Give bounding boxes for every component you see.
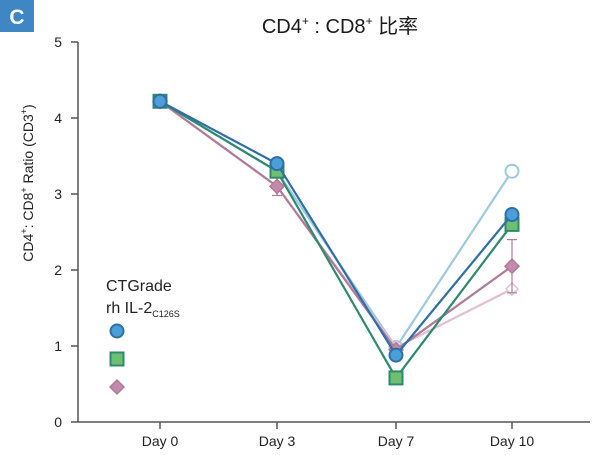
data-point-diamond	[268, 178, 286, 195]
panel-label: C	[9, 6, 24, 29]
title-part: CD4	[262, 16, 302, 38]
x-tick-label: Day 0	[142, 433, 179, 449]
y-axis-label: CD4+: CD8+ Ratio (CD3+)	[19, 104, 36, 261]
x-tick-label: Day 10	[490, 433, 535, 449]
y-tick-label: 3	[54, 186, 62, 202]
series-line	[159, 100, 513, 380]
series-3	[152, 93, 520, 386]
data-point-circle	[504, 207, 520, 223]
series-2	[151, 93, 521, 358]
y-tick-label: 0	[54, 414, 62, 430]
title-part: : CD8	[309, 16, 366, 38]
data-point-diamond	[108, 378, 126, 396]
title-sup: +	[366, 14, 373, 28]
series-line	[159, 100, 513, 357]
legend-title-line2: rh IL-2C126S	[106, 300, 180, 319]
data-point-square	[109, 351, 125, 367]
legend: CTGrade rh IL-2C126S	[106, 278, 180, 396]
series-layer	[151, 93, 521, 386]
data-point-square	[388, 370, 404, 386]
series-0	[152, 93, 520, 356]
title-sup: +	[302, 14, 309, 28]
y-tick-label: 5	[54, 34, 62, 50]
data-point-circle	[269, 156, 285, 172]
series-1	[152, 94, 520, 355]
series-4	[152, 93, 520, 363]
y-tick-label: 2	[54, 262, 62, 278]
y-tick-label: 4	[54, 110, 62, 126]
data-point-circle	[388, 347, 404, 363]
data-point-circle	[152, 93, 168, 109]
y-tick-label: 1	[54, 338, 62, 354]
series-line	[159, 100, 513, 349]
series-line	[159, 100, 513, 349]
x-tick-label: Day 3	[259, 433, 296, 449]
legend-title-line1: CTGrade	[106, 278, 172, 295]
data-point-open-circle	[504, 163, 520, 179]
axes: 0 1 2 3 4 5 Day 0 Day 3 Day 7 Day 10	[54, 34, 590, 449]
data-point-circle	[109, 323, 125, 339]
x-tick-label: Day 7	[378, 433, 415, 449]
chart-title: CD4+ : CD8+ 比率	[262, 14, 418, 38]
data-point-diamond	[503, 258, 521, 275]
panel-badge	[0, 0, 34, 32]
series-line	[159, 100, 513, 351]
title-part: 比率	[373, 15, 419, 38]
